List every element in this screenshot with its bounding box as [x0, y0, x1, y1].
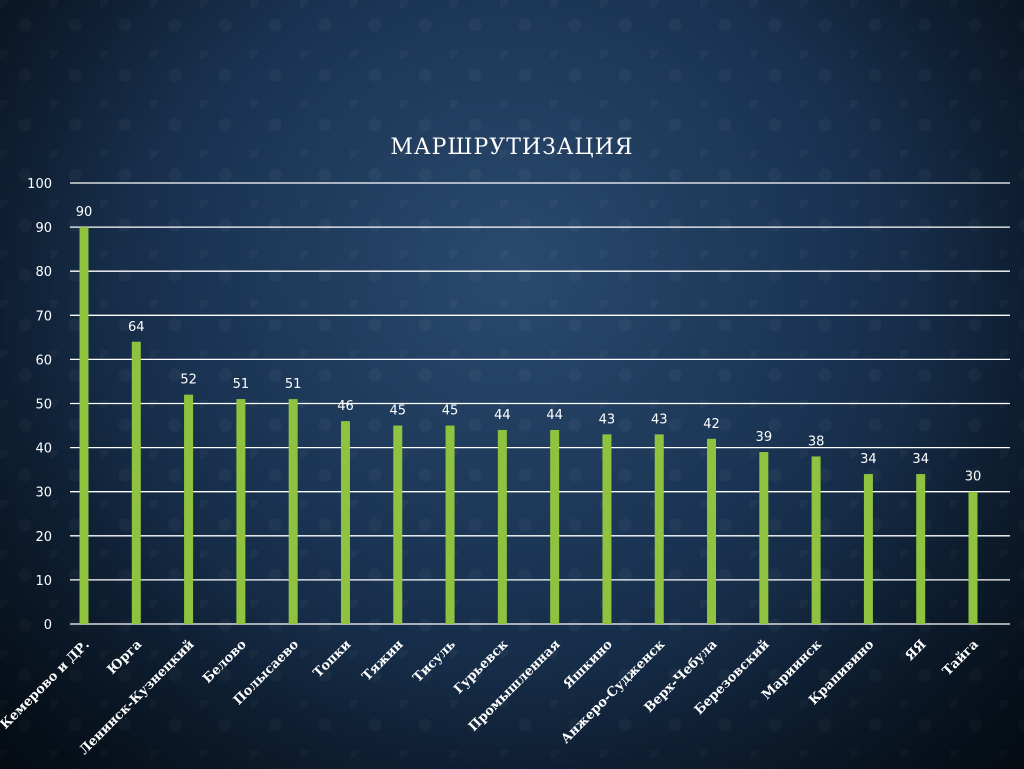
- data-label: 43: [599, 412, 616, 427]
- data-label: 45: [442, 404, 459, 419]
- y-tick-label: 80: [35, 265, 52, 280]
- data-label: 51: [233, 377, 250, 392]
- category-label: Тайга: [940, 637, 982, 679]
- y-tick-label: 50: [35, 398, 52, 413]
- data-label: 90: [76, 205, 93, 220]
- bar: [654, 434, 664, 624]
- bar: [707, 438, 717, 624]
- category-label: Тяжин: [360, 637, 407, 684]
- y-tick-label: 10: [35, 574, 52, 589]
- y-tick-label: 30: [35, 486, 52, 501]
- category-label: ЯЯ: [903, 637, 930, 664]
- grid-layer: [70, 182, 1010, 625]
- bar: [550, 429, 560, 624]
- bar: [184, 394, 194, 624]
- bar: [236, 399, 246, 624]
- data-label: 52: [180, 373, 197, 388]
- data-label: 44: [546, 408, 563, 423]
- y-tick-label: 0: [44, 618, 52, 633]
- category-label: Юрга: [105, 637, 146, 678]
- bar: [602, 434, 612, 624]
- bar: [79, 227, 89, 624]
- data-label: 64: [128, 320, 145, 335]
- data-label: 42: [703, 417, 720, 432]
- data-label: 38: [808, 434, 825, 449]
- y-tick-label: 90: [35, 221, 52, 236]
- category-label: Кемерово и ДР.: [0, 637, 93, 732]
- bar: [340, 421, 350, 624]
- data-label: 30: [965, 470, 982, 485]
- bar: [131, 341, 141, 624]
- category-label: Белово: [200, 637, 250, 687]
- bar: [497, 429, 507, 624]
- data-label: 34: [860, 452, 877, 467]
- bar: [393, 425, 403, 624]
- category-label: Промышленная: [466, 637, 564, 735]
- bar: [916, 474, 926, 624]
- data-label: 44: [494, 408, 511, 423]
- bars-layer: [79, 227, 978, 624]
- y-tick-label: 20: [35, 530, 52, 545]
- data-label: 46: [337, 399, 354, 414]
- y-tick-label: 70: [35, 309, 52, 324]
- category-label: Тисуль: [410, 637, 459, 686]
- labels-layer: 0 10 20 30 40 50 60 70 80 90 100 90 Кемерово и ДР. 64…: [0, 177, 982, 758]
- data-label: 43: [651, 412, 668, 427]
- bar: [288, 399, 298, 624]
- bar: [811, 456, 821, 624]
- y-tick-label: 40: [35, 442, 52, 457]
- category-label: Топки: [311, 637, 355, 681]
- bar: [445, 425, 455, 624]
- category-label: Яшкино: [561, 637, 616, 692]
- data-label: 39: [756, 430, 773, 445]
- chart-title: МАРШРУТИЗАЦИЯ: [390, 135, 633, 160]
- y-tick-label: 100: [27, 177, 52, 192]
- data-label: 51: [285, 377, 302, 392]
- data-label: 45: [389, 404, 406, 419]
- bar: [759, 452, 769, 624]
- bar: [863, 474, 873, 624]
- data-label: 34: [912, 452, 929, 467]
- category-label: Анжеро-Судженск: [558, 637, 668, 747]
- bar: [968, 491, 978, 624]
- y-tick-label: 60: [35, 353, 52, 368]
